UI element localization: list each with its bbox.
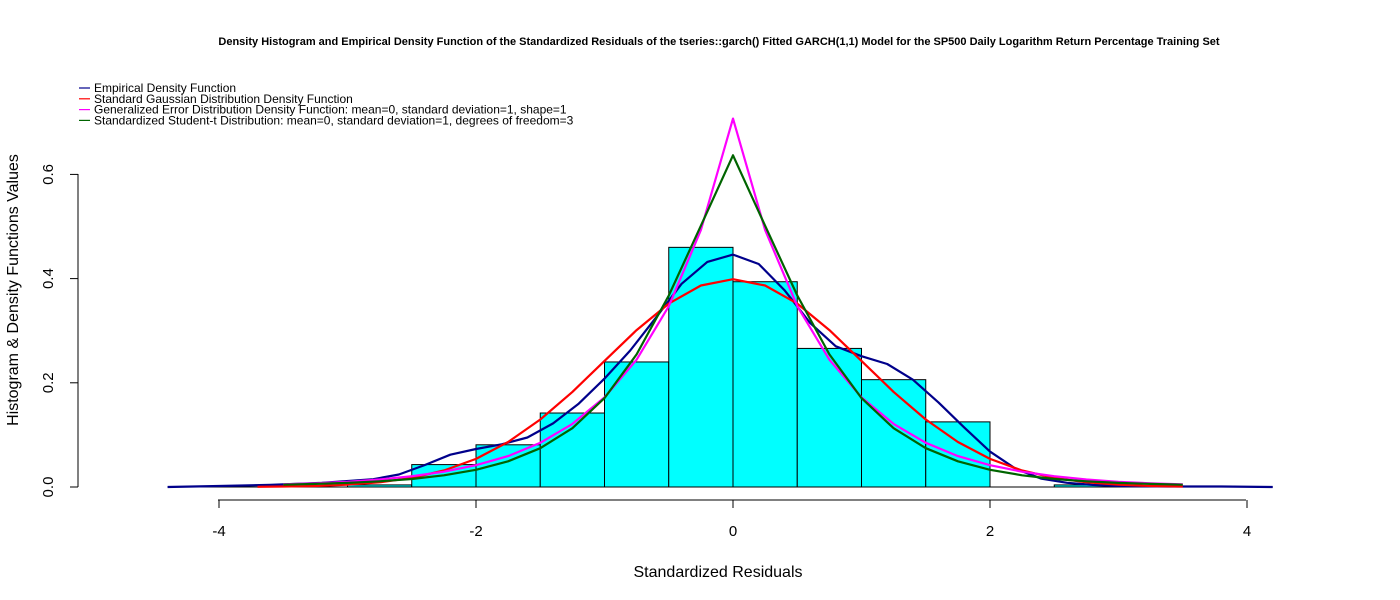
x-axis-label: Standardized Residuals: [634, 564, 803, 581]
y-axis-label: Histogram & Density Functions Values: [5, 154, 22, 426]
x-axis-ticks: -4 -2 0 2 4: [212, 500, 1251, 540]
density-line-3: [283, 154, 1183, 486]
y-tick-label: 0.6: [40, 164, 57, 185]
density-line-0: [167, 253, 1273, 489]
histogram-bar-6: [732, 281, 798, 488]
y-tick-label: 0.0: [40, 477, 57, 498]
x-tick-label: 2: [986, 523, 994, 540]
histogram: [167, 246, 1273, 488]
legend-label: Empirical Density Function: [94, 81, 236, 95]
y-axis-ticks: 0.0 0.2 0.4 0.6: [40, 164, 78, 497]
x-tick-label: 4: [1243, 523, 1251, 540]
x-tick-label: -2: [469, 523, 482, 540]
x-tick-label: 0: [729, 523, 737, 540]
y-tick-label: 0.2: [40, 372, 57, 393]
x-tick-label: -4: [212, 523, 225, 540]
histogram-bar-4: [604, 361, 670, 488]
density-curves: [167, 117, 1273, 489]
legend-label: Standardized Student-t Distribution: mea…: [94, 113, 574, 127]
chart-title: Density Histogram and Empirical Density …: [218, 36, 1220, 48]
legend-label: Standard Gaussian Distribution Density F…: [94, 92, 353, 106]
density-line-2: [283, 117, 1183, 486]
histogram-bar-7: [796, 347, 862, 488]
histogram-bar-8: [861, 379, 927, 488]
legend-label: Generalized Error Distribution Density F…: [94, 103, 567, 117]
y-tick-label: 0.4: [40, 268, 57, 289]
x-axis: -4 -2 0 2 4: [212, 499, 1251, 540]
y-axis: 0.0 0.2 0.4 0.6: [40, 164, 79, 497]
